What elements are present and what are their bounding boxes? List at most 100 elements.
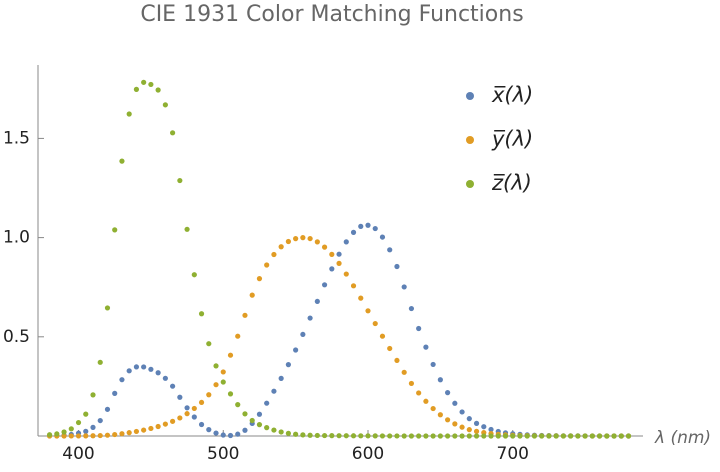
point	[155, 87, 161, 93]
point	[350, 433, 357, 439]
point	[365, 433, 371, 439]
point	[242, 411, 248, 417]
point	[408, 380, 415, 387]
point	[133, 364, 140, 370]
point	[184, 226, 190, 232]
point	[531, 433, 538, 439]
y-tick-label: 1.0	[3, 228, 30, 248]
point	[191, 272, 197, 278]
point	[459, 433, 465, 439]
point	[119, 377, 125, 383]
point	[401, 369, 407, 375]
x-tick-label: 500	[207, 444, 239, 464]
point	[170, 383, 176, 389]
legend-marker	[466, 92, 474, 100]
point	[206, 392, 212, 398]
point	[350, 229, 357, 235]
point	[177, 415, 183, 421]
point	[394, 433, 400, 439]
point	[162, 102, 168, 108]
point	[510, 433, 516, 439]
point	[256, 411, 263, 417]
point	[141, 79, 147, 85]
point	[539, 433, 545, 439]
point	[227, 352, 234, 358]
point	[293, 347, 299, 353]
point	[155, 423, 161, 430]
point	[314, 432, 320, 439]
point	[502, 433, 509, 439]
point	[54, 431, 60, 437]
point	[423, 433, 429, 439]
point	[293, 431, 299, 437]
point	[329, 266, 335, 272]
point	[358, 433, 364, 439]
point	[481, 424, 487, 430]
point	[445, 390, 451, 396]
point	[423, 398, 429, 404]
point	[264, 425, 270, 431]
point	[220, 369, 226, 375]
point	[170, 130, 176, 136]
point	[618, 433, 624, 439]
x-tick-label: 700	[497, 444, 529, 464]
y-tick-label: 0.5	[3, 327, 30, 347]
point	[321, 432, 328, 439]
point	[148, 425, 154, 432]
point	[68, 426, 74, 432]
point	[473, 428, 480, 434]
point	[293, 236, 299, 242]
point	[445, 433, 451, 439]
point	[625, 433, 632, 439]
point	[473, 420, 480, 426]
point	[227, 391, 234, 397]
point	[365, 222, 371, 228]
point	[350, 283, 357, 289]
point	[155, 370, 161, 376]
point	[191, 405, 197, 412]
point	[408, 305, 415, 312]
point	[256, 422, 263, 428]
point	[256, 276, 263, 282]
point	[466, 416, 472, 422]
point	[517, 433, 523, 439]
point	[213, 430, 219, 436]
point	[300, 331, 306, 338]
point	[452, 421, 458, 427]
point	[372, 225, 378, 232]
point	[249, 417, 255, 424]
point	[394, 263, 400, 270]
point	[430, 405, 436, 412]
point	[300, 432, 306, 438]
point	[437, 433, 443, 439]
point	[300, 235, 306, 241]
point	[235, 402, 241, 408]
legend-label: y̅(λ)	[491, 127, 533, 151]
point	[119, 158, 125, 164]
point	[524, 433, 530, 439]
point	[177, 394, 183, 400]
point	[358, 223, 364, 229]
point	[46, 432, 53, 438]
point	[481, 433, 487, 439]
point	[90, 424, 96, 430]
point	[473, 433, 480, 439]
point	[133, 86, 140, 92]
point	[235, 431, 241, 437]
point	[416, 325, 422, 332]
point	[213, 382, 219, 388]
point	[191, 414, 197, 420]
point	[387, 345, 393, 352]
point	[177, 177, 183, 184]
point	[271, 427, 277, 433]
point	[278, 375, 284, 381]
point	[582, 433, 588, 439]
point	[126, 430, 132, 436]
point	[148, 366, 154, 372]
point	[596, 433, 603, 439]
point	[379, 433, 386, 439]
point	[227, 432, 234, 439]
point	[112, 390, 118, 396]
point	[104, 305, 111, 311]
